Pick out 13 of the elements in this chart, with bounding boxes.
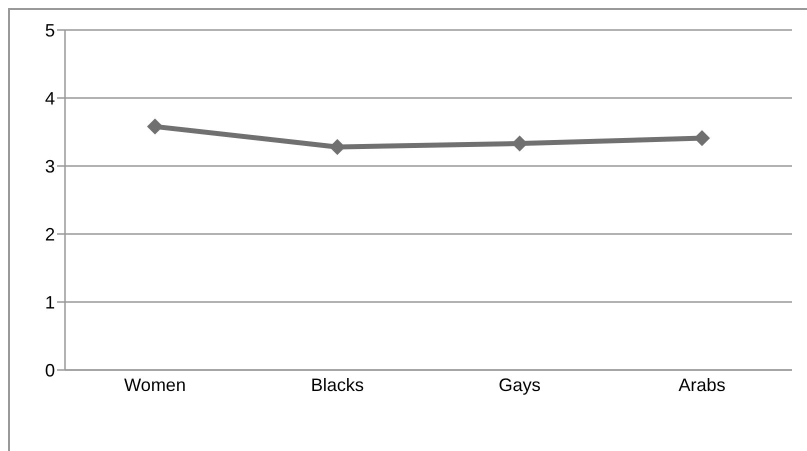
x-tick-label: Blacks <box>310 374 364 395</box>
y-tick-label: 1 <box>44 292 55 312</box>
y-tick-label: 3 <box>44 156 55 176</box>
point <box>329 138 346 155</box>
x-tick-label: Women <box>124 374 186 395</box>
y-tick-label: 5 <box>44 20 55 40</box>
y-tick-label: 2 <box>44 224 55 244</box>
point <box>694 130 710 146</box>
y-tick-label: 4 <box>44 88 55 108</box>
x-tick-label: Arabs <box>678 374 726 395</box>
y-tick-label: 0 <box>44 360 55 380</box>
point <box>147 118 163 135</box>
x-tick-label: Gays <box>498 374 541 395</box>
